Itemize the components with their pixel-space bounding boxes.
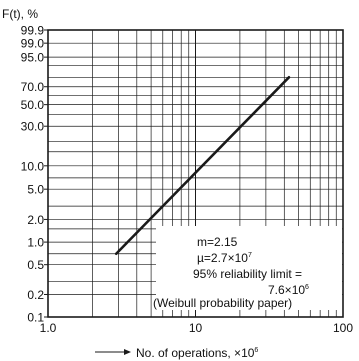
y-tick-label: 99.9 bbox=[21, 24, 45, 38]
x-tick-label: 100 bbox=[333, 321, 353, 335]
y-tick-label: 0.2 bbox=[27, 288, 44, 302]
series-line bbox=[114, 75, 291, 256]
y-tick-label: 30.0 bbox=[21, 120, 45, 134]
annotation-reliability-value-exponent: 6 bbox=[305, 284, 309, 291]
y-tick-label: 0.1 bbox=[27, 311, 44, 325]
x-axis-label-arrowhead bbox=[124, 349, 131, 355]
annotation-mu-prefix: µ=2.7×10 bbox=[197, 251, 248, 265]
annotation-mu: µ=2.7×107 bbox=[197, 251, 252, 265]
annotation-background bbox=[156, 226, 342, 310]
x-tick-label: 10 bbox=[189, 321, 203, 335]
annotation-mu-exponent: 7 bbox=[248, 252, 252, 259]
annotation-box: m=2.15 µ=2.7×107 95% reliability limit =… bbox=[153, 226, 342, 310]
x-axis-label-text: No. of operations, ×106 bbox=[136, 346, 258, 360]
series bbox=[114, 75, 291, 256]
annotation-reliability-value: 7.6×106 bbox=[268, 283, 309, 297]
x-axis-label-exponent: 6 bbox=[254, 347, 258, 354]
y-tick-label: 50.0 bbox=[21, 98, 45, 112]
annotation-paper: (Weibull probability paper) bbox=[153, 296, 292, 310]
plot-frame bbox=[47, 29, 344, 318]
y-tick-label: 70.0 bbox=[21, 80, 45, 94]
annotation-reliability: 95% reliability limit = bbox=[193, 267, 302, 281]
x-axis-label: No. of operations, ×106 bbox=[95, 346, 258, 360]
x-axis-label-prefix: No. of operations, ×10 bbox=[136, 346, 255, 360]
x-tick-label: 1.0 bbox=[40, 321, 57, 335]
y-tick-label: 10.0 bbox=[21, 159, 45, 173]
y-tick-label: 99.0 bbox=[21, 37, 45, 51]
y-tick-label: 0.5 bbox=[27, 258, 44, 272]
y-tick-label: 5.0 bbox=[27, 183, 44, 197]
y-tick-label: 1.0 bbox=[27, 236, 44, 250]
annotation-reliability-value-prefix: 7.6×10 bbox=[268, 283, 305, 297]
x-axis: 1.0 10 100 bbox=[40, 321, 354, 335]
y-axis: 99.999.095.0 70.0 50.0 30.0 10.0 5.0 2.0 1.0 0.5… bbox=[21, 24, 48, 325]
y-tick-label: 95.0 bbox=[21, 51, 45, 65]
y-axis-label: F(t), % bbox=[2, 7, 38, 21]
y-tick-label: 2.0 bbox=[27, 213, 44, 227]
annotation-m: m=2.15 bbox=[197, 235, 238, 249]
